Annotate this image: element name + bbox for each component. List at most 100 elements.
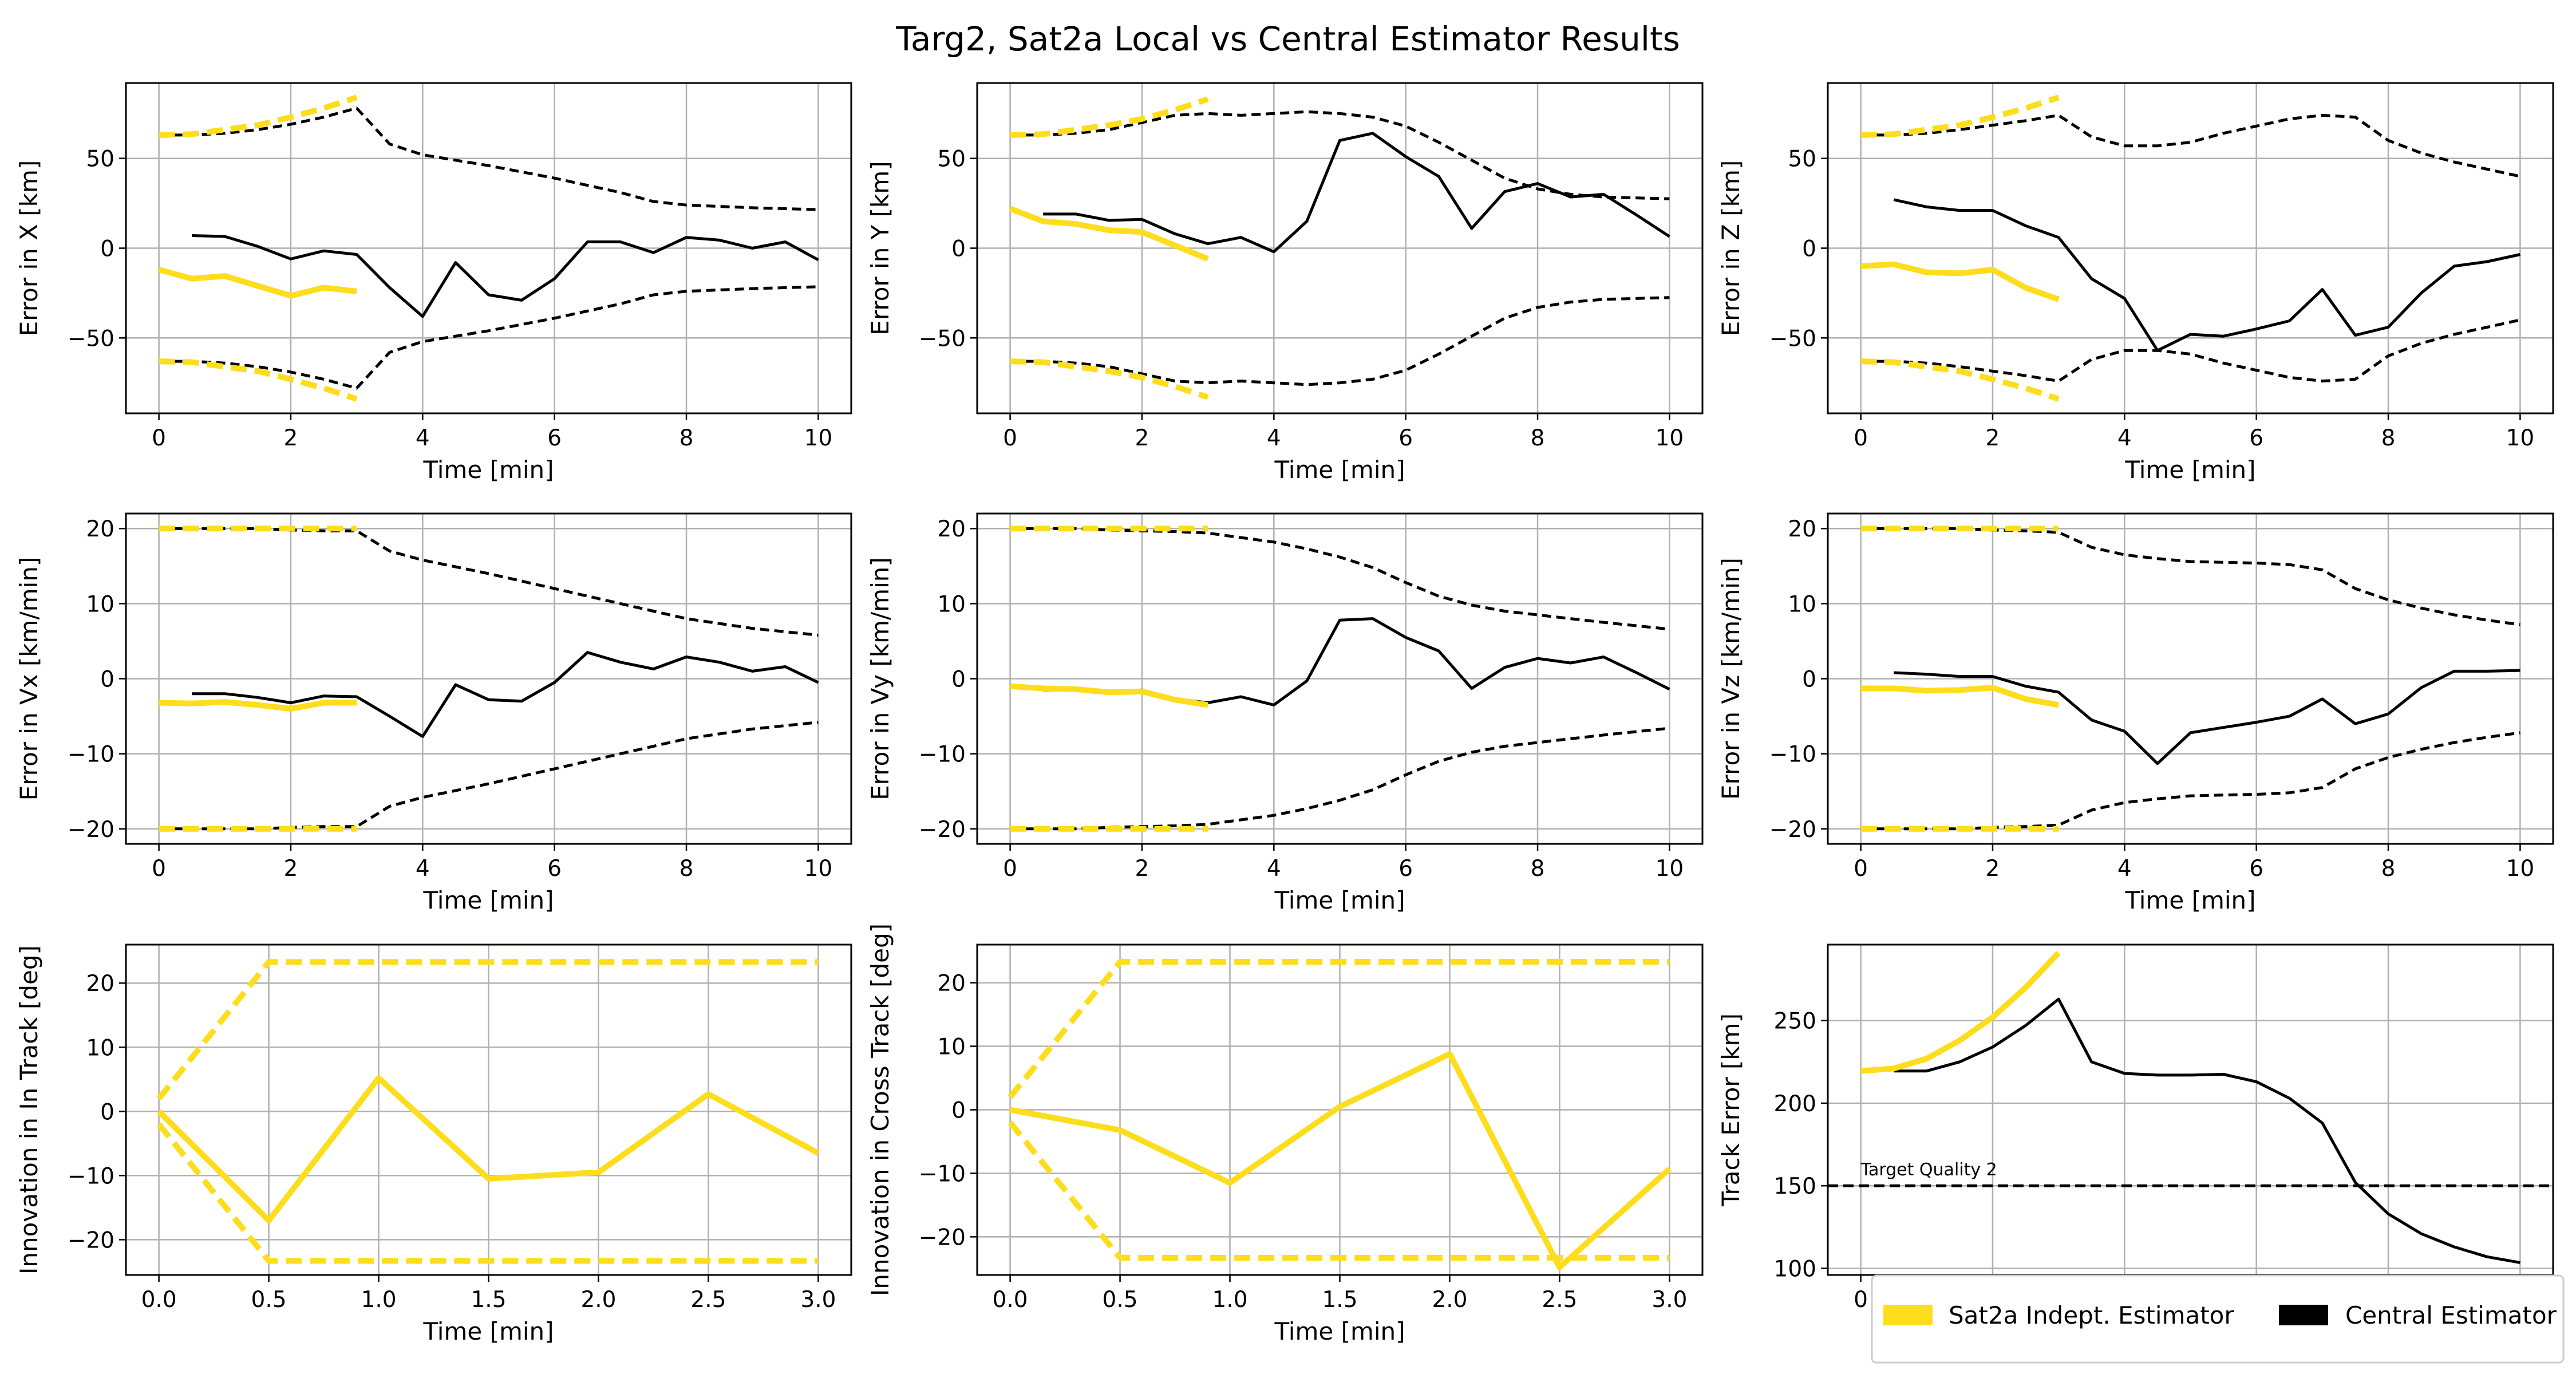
y-tick-label: 0	[100, 236, 114, 262]
x-tick-label: 2	[284, 856, 298, 882]
x-tick-label: 2.0	[580, 1287, 616, 1313]
series-group	[1008, 959, 1672, 1270]
y-tick-label: −20	[919, 1225, 966, 1250]
axes-frame	[125, 512, 852, 845]
x-tick-label: 2	[284, 425, 298, 451]
legend-label-local: Sat2a Indept. Estimator	[1949, 1301, 2234, 1329]
y-tick-label: 50	[86, 147, 114, 172]
subplot-2: 0 2 4 6 8 10 −50 0 50 Time [min] Error in Y [km]	[866, 82, 1704, 484]
x-tick-label: 4	[1267, 425, 1281, 451]
x-tick-label: 8	[679, 425, 694, 451]
local-error-line	[1010, 683, 1208, 708]
y-axis-label: Innovation in In Track [deg]	[15, 945, 43, 1274]
x-tick-label: 2.0	[1432, 1287, 1467, 1313]
x-tick-label: 3.0	[800, 1287, 836, 1313]
y-tick-label: 20	[937, 971, 966, 997]
y-tick-label: 0	[951, 1098, 966, 1124]
y-tick-label: 100	[1774, 1256, 1816, 1282]
y-tick-label: −10	[919, 1161, 966, 1187]
y-tick-label: 10	[86, 591, 114, 617]
local-error-line	[1009, 1051, 1672, 1270]
x-tick-label: 2.5	[1542, 1287, 1577, 1313]
x-tick-label: 6	[1398, 425, 1413, 451]
legend-swatch-local	[1883, 1305, 1933, 1325]
x-tick-label: 2	[1135, 856, 1149, 882]
x-tick-label: 10	[804, 856, 833, 882]
central-error-line	[1894, 669, 2520, 765]
x-axis-label: Time [min]	[2124, 886, 2255, 914]
local-error-line	[157, 1075, 820, 1223]
x-tick-label: 0	[1003, 425, 1017, 451]
y-axis-label: Error in Vz [km/min]	[1717, 558, 1745, 800]
y-tick-label: −20	[68, 817, 114, 843]
y-tick-label: 0	[1802, 667, 1816, 693]
y-axis-label: Innovation in Cross Track [deg]	[866, 923, 894, 1296]
subplot-4: 0 2 4 6 8 10 −20 −10 0 10 20 Time [min] Error in Vx …	[15, 512, 852, 914]
legend-label-central: Central Estimator	[2345, 1301, 2557, 1329]
y-tick-label: 20	[1788, 516, 1816, 542]
series-group	[1010, 526, 1670, 832]
y-tick-label: 20	[86, 971, 114, 997]
series-group	[1009, 96, 1670, 400]
x-axis-label: Time [min]	[422, 456, 554, 484]
y-axis-label: Error in Y [km]	[866, 161, 894, 335]
local-error-line	[1860, 685, 2059, 708]
series-group	[1828, 950, 2553, 1264]
central-error-line	[192, 651, 819, 738]
x-axis-label: Time [min]	[1274, 1317, 1405, 1345]
central-bound-line	[159, 721, 819, 831]
axes-frame	[1827, 512, 2554, 845]
x-tick-label: 10	[1656, 856, 1684, 882]
y-tick-label: 20	[86, 516, 114, 542]
central-bound-line	[1010, 296, 1670, 386]
figure-title: Targ2, Sat2a Local vs Central Estimator …	[895, 19, 1680, 58]
subplot-3: 0 2 4 6 8 10 −50 0 50 Time [min] Error in Z [km]	[1717, 82, 2554, 484]
x-tick-label: 1.5	[471, 1287, 506, 1313]
x-tick-label: 0	[1854, 1287, 1868, 1313]
y-tick-label: 0	[100, 667, 114, 693]
y-tick-label: 10	[937, 1035, 966, 1060]
x-tick-label: 0	[1854, 425, 1868, 451]
x-tick-label: 1.0	[361, 1287, 397, 1313]
x-tick-label: 3.0	[1652, 1287, 1687, 1313]
x-tick-label: 0	[1854, 856, 1868, 882]
x-tick-label: 10	[2506, 425, 2535, 451]
y-axis-label: Track Error [km]	[1717, 1013, 1745, 1207]
y-tick-label: −50	[919, 326, 966, 352]
local-error-line	[159, 699, 357, 712]
series-group	[1860, 526, 2520, 832]
series-group	[156, 959, 820, 1264]
central-bound-line	[1010, 110, 1670, 200]
local-bound-line	[1008, 1120, 1670, 1261]
threshold-annotation: Target Quality 2	[1860, 1160, 1997, 1180]
subplot-7: 0.0 0.5 1.0 1.5 2.0 2.5 3.0 −20 −10 0 10 20 Time [mi…	[15, 943, 852, 1345]
x-tick-label: 4	[2117, 856, 2132, 882]
x-tick-label: 8	[2381, 856, 2396, 882]
local-error-line	[158, 267, 357, 299]
subplot-5: 0 2 4 6 8 10 −20 −10 0 10 20 Time [min] Error in Vy …	[866, 512, 1704, 914]
x-tick-label: 0	[152, 856, 166, 882]
series-group	[1860, 94, 2520, 402]
subplot-1: 0 2 4 6 8 10 −50 0 50 Time [min] Error in X [km]	[15, 82, 852, 484]
local-bound-line	[159, 358, 358, 402]
x-axis-label: Time [min]	[2124, 456, 2255, 484]
x-tick-label: 4	[2117, 425, 2132, 451]
y-tick-label: 250	[1774, 1009, 1816, 1035]
y-tick-label: 150	[1774, 1174, 1816, 1199]
local-bound-line	[156, 959, 819, 1101]
central-bound-line	[159, 285, 819, 390]
y-tick-label: −10	[919, 742, 966, 768]
y-tick-label: −20	[68, 1227, 114, 1253]
local-bound-line	[1860, 358, 2060, 402]
x-tick-label: 8	[679, 856, 694, 882]
y-tick-label: −50	[1769, 326, 1816, 352]
x-tick-label: 6	[2249, 856, 2263, 882]
x-axis-label: Time [min]	[1274, 886, 1405, 914]
local-bound-line	[159, 94, 358, 138]
central-error-line	[1893, 198, 2520, 352]
x-tick-label: 2	[1135, 425, 1149, 451]
x-tick-label: 0.0	[993, 1287, 1028, 1313]
y-axis-label: Error in X [km]	[15, 160, 43, 337]
